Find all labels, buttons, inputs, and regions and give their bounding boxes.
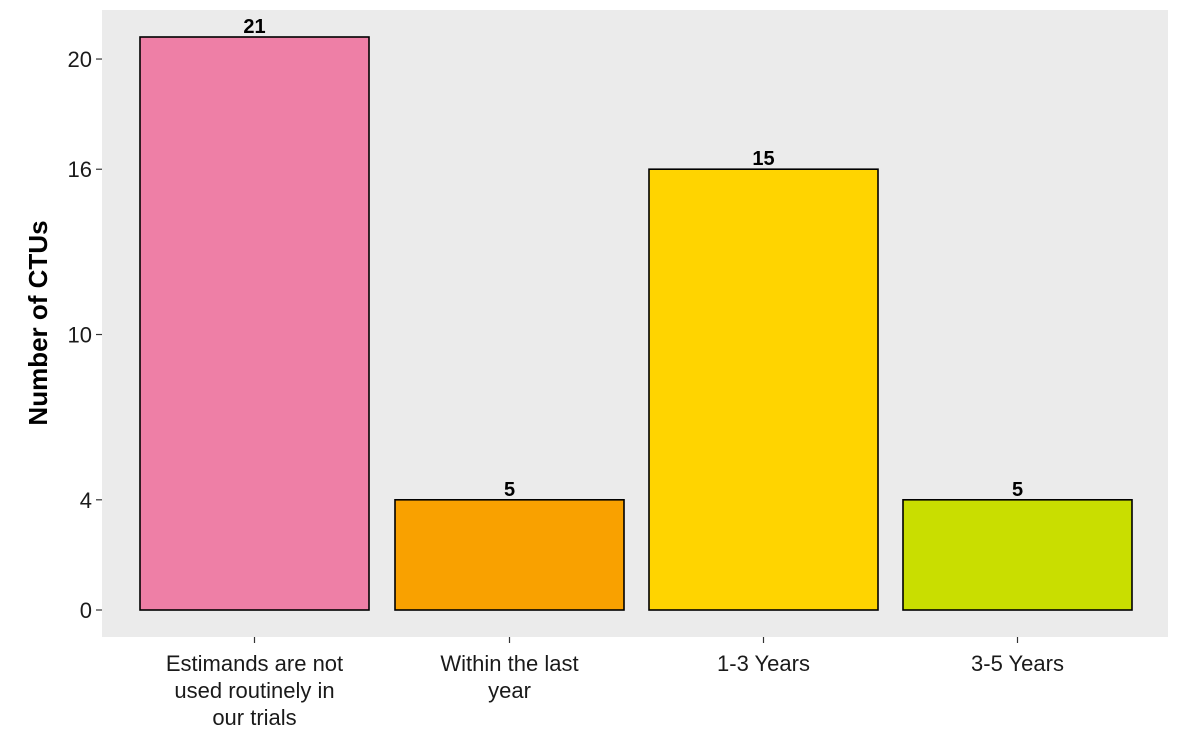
bar-4 bbox=[902, 498, 1133, 611]
y-tick-label-3: 16 bbox=[68, 157, 92, 182]
bars-group bbox=[139, 36, 1133, 611]
data-label-3: 15 bbox=[752, 148, 774, 170]
y-tick-label-2: 10 bbox=[68, 323, 92, 348]
data-label-2: 5 bbox=[504, 479, 515, 501]
data-labels-group: 21 5 15 5 bbox=[243, 16, 1023, 501]
y-tick-label-1: 4 bbox=[80, 488, 92, 513]
y-tick-label-4: 20 bbox=[68, 47, 92, 72]
x-tick-label-0-line-2: our trials bbox=[212, 705, 296, 730]
bar-1 bbox=[139, 36, 370, 611]
y-axis: 0 4 10 16 20 bbox=[68, 47, 102, 623]
x-tick-label-0-line-1: used routinely in bbox=[174, 678, 334, 703]
data-label-4: 5 bbox=[1012, 479, 1023, 501]
x-tick-label-2-line-0: 1-3 Years bbox=[717, 651, 810, 676]
y-axis-title: Number of CTUs bbox=[23, 220, 53, 425]
bar-3 bbox=[648, 168, 879, 611]
x-tick-label-3-line-0: 3-5 Years bbox=[971, 651, 1064, 676]
x-tick-label-1-line-0: Within the last bbox=[440, 651, 578, 676]
x-tick-label-0-line-0: Estimands are not bbox=[166, 651, 343, 676]
bar-2 bbox=[394, 498, 625, 611]
data-label-1: 21 bbox=[243, 16, 265, 38]
x-tick-label-1-line-1: year bbox=[488, 678, 531, 703]
y-tick-label-0: 0 bbox=[80, 598, 92, 623]
